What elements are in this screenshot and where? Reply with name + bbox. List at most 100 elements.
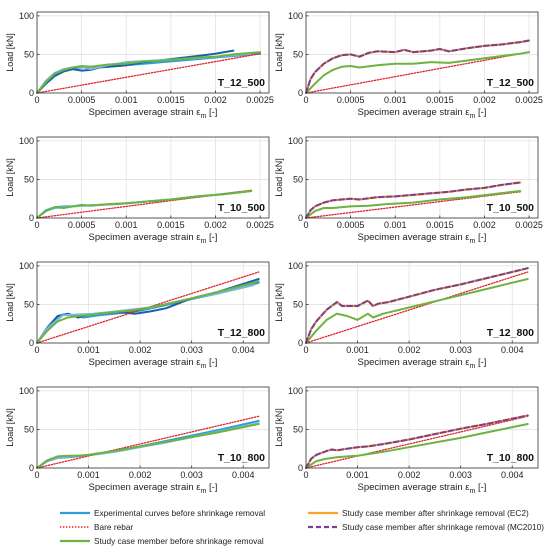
x-axis-label: Specimen average strain εm [-]	[358, 482, 487, 495]
panel-title: T_12_800	[487, 327, 534, 339]
legend-swatch-ec2	[308, 511, 338, 514]
x-axis-label-unit: [-]	[206, 232, 217, 243]
legend-item-experimental: Experimental curves before shrinkage rem…	[60, 506, 265, 519]
x-tick-label: 0.004	[232, 470, 255, 480]
x-tick-label: 0	[34, 470, 39, 480]
x-tick-label: 0.0025	[515, 95, 543, 105]
y-tick-label: 100	[288, 11, 303, 21]
x-tick-label: 0.004	[501, 470, 524, 480]
x-tick-label: 0.0025	[515, 220, 543, 230]
legend-label-bare-rebar: Bare rebar	[94, 521, 134, 532]
x-tick-label: 0.001	[384, 95, 407, 105]
series-line-before	[305, 423, 529, 469]
y-tick-label: 0	[29, 463, 34, 473]
legend-swatch-bare-rebar	[60, 525, 90, 528]
y-tick-label: 0	[298, 463, 303, 473]
x-tick-label: 0.002	[398, 470, 421, 480]
x-axis-label-subscript: m	[470, 488, 476, 495]
x-tick-label: 0.0015	[426, 220, 454, 230]
y-axis-label: Load [kN]	[5, 158, 15, 197]
subplot-1: 0 0.0005 0.001 0.0015 0.002 0.0025 0 50 100 Load …	[5, 11, 274, 120]
y-tick-label: 50	[293, 424, 303, 434]
x-tick-label: 0.0015	[157, 95, 185, 105]
y-tick-label: 0	[29, 88, 34, 98]
y-tick-label: 0	[298, 338, 303, 348]
legend-swatch-before-removal	[60, 539, 90, 542]
legend-swatch-mc2010	[308, 525, 338, 528]
x-axis-label-text: Specimen average strain	[358, 357, 466, 368]
y-axis-label: Load [kN]	[274, 408, 284, 447]
panel-title: T_12_500	[487, 77, 534, 89]
x-axis-label-text: Specimen average strain	[89, 482, 197, 493]
x-tick-label: 0	[303, 345, 308, 355]
x-tick-label: 0.003	[449, 470, 472, 480]
plot-frame	[305, 11, 539, 94]
series-line-bare	[36, 53, 261, 94]
x-tick-label: 0	[303, 95, 308, 105]
y-tick-label: 100	[19, 136, 34, 146]
x-axis-label: Specimen average strain εm [-]	[358, 357, 487, 370]
x-axis-label-symbol: ε	[196, 232, 201, 243]
x-tick-label: 0.002	[473, 95, 496, 105]
y-tick-label: 50	[24, 299, 34, 309]
x-axis-label-text: Specimen average strain	[89, 357, 197, 368]
subplot-3: 0 0.0005 0.001 0.0015 0.002 0.0025 0 50 100 Load …	[5, 136, 274, 245]
y-tick-label: 100	[19, 11, 34, 21]
x-axis-label-unit: [-]	[475, 232, 486, 243]
legend-label-before-removal: Study case member before shrinkage remov…	[94, 535, 264, 546]
x-axis-label-symbol: ε	[196, 107, 201, 118]
series-line-before	[305, 51, 531, 94]
plot-frame	[305, 386, 539, 469]
x-tick-label: 0.001	[77, 345, 100, 355]
plot-frame	[36, 11, 270, 94]
plot-area	[306, 12, 538, 93]
x-tick-label: 0.004	[232, 345, 255, 355]
x-axis-label-text: Specimen average strain	[358, 482, 466, 493]
x-axis-label: Specimen average strain εm [-]	[358, 107, 487, 120]
x-tick-label: 0.002	[129, 470, 152, 480]
x-axis-label-subscript: m	[201, 363, 207, 370]
series-line-before	[36, 280, 260, 344]
subplot-5: 0 0.001 0.002 0.003 0.004 0 50 100 Load [kN] Spec…	[5, 261, 270, 370]
y-axis-label: Load [kN]	[5, 283, 15, 322]
plot-frame	[36, 136, 270, 219]
x-axis-label-symbol: ε	[465, 357, 470, 368]
x-tick-label: 0	[303, 470, 308, 480]
y-axis-label: Load [kN]	[5, 33, 15, 72]
series-line-bare	[305, 191, 521, 219]
plot-frame	[305, 261, 539, 344]
x-axis-label-text: Specimen average strain	[358, 232, 466, 243]
x-axis-label-symbol: ε	[465, 107, 470, 118]
panel-title: T_10_500	[218, 202, 265, 214]
x-tick-label: 0.0015	[426, 95, 454, 105]
y-axis-label: Load [kN]	[274, 33, 284, 72]
x-axis-label-subscript: m	[470, 113, 476, 120]
series-line-before	[36, 51, 262, 94]
panel-title: T_12_500	[218, 77, 265, 89]
legend-item-bare-rebar: Bare rebar	[60, 520, 133, 533]
plot-area	[306, 387, 538, 468]
x-tick-label: 0.002	[398, 345, 421, 355]
series-line-before	[305, 190, 522, 219]
series-line-before	[36, 423, 260, 469]
legend-label-ec2: Study case member after shrinkage remova…	[342, 507, 529, 518]
legend: Experimental curves before shrinkage rem…	[60, 503, 544, 550]
x-tick-label: 0	[34, 220, 39, 230]
y-tick-label: 50	[24, 49, 34, 59]
legend-label-experimental: Experimental curves before shrinkage rem…	[94, 507, 266, 518]
x-axis-label: Specimen average strain εm [-]	[89, 107, 218, 120]
series-line-before	[305, 278, 529, 344]
x-tick-label: 0.003	[180, 470, 203, 480]
legend-item-mc2010: Study case member after shrinkage remova…	[308, 520, 544, 533]
x-axis-label-unit: [-]	[475, 357, 486, 368]
x-axis-label-symbol: ε	[465, 482, 470, 493]
x-axis-label-subscript: m	[201, 113, 207, 120]
x-tick-label: 0.003	[449, 345, 472, 355]
x-tick-label: 0.0005	[337, 220, 365, 230]
x-axis-label-symbol: ε	[196, 482, 201, 493]
x-axis-label-text: Specimen average strain	[89, 107, 197, 118]
y-tick-label: 100	[288, 386, 303, 396]
subplot-2: 0 0.0005 0.001 0.0015 0.002 0.0025 0 50 100 Load …	[274, 11, 543, 120]
x-axis-label-subscript: m	[201, 488, 207, 495]
